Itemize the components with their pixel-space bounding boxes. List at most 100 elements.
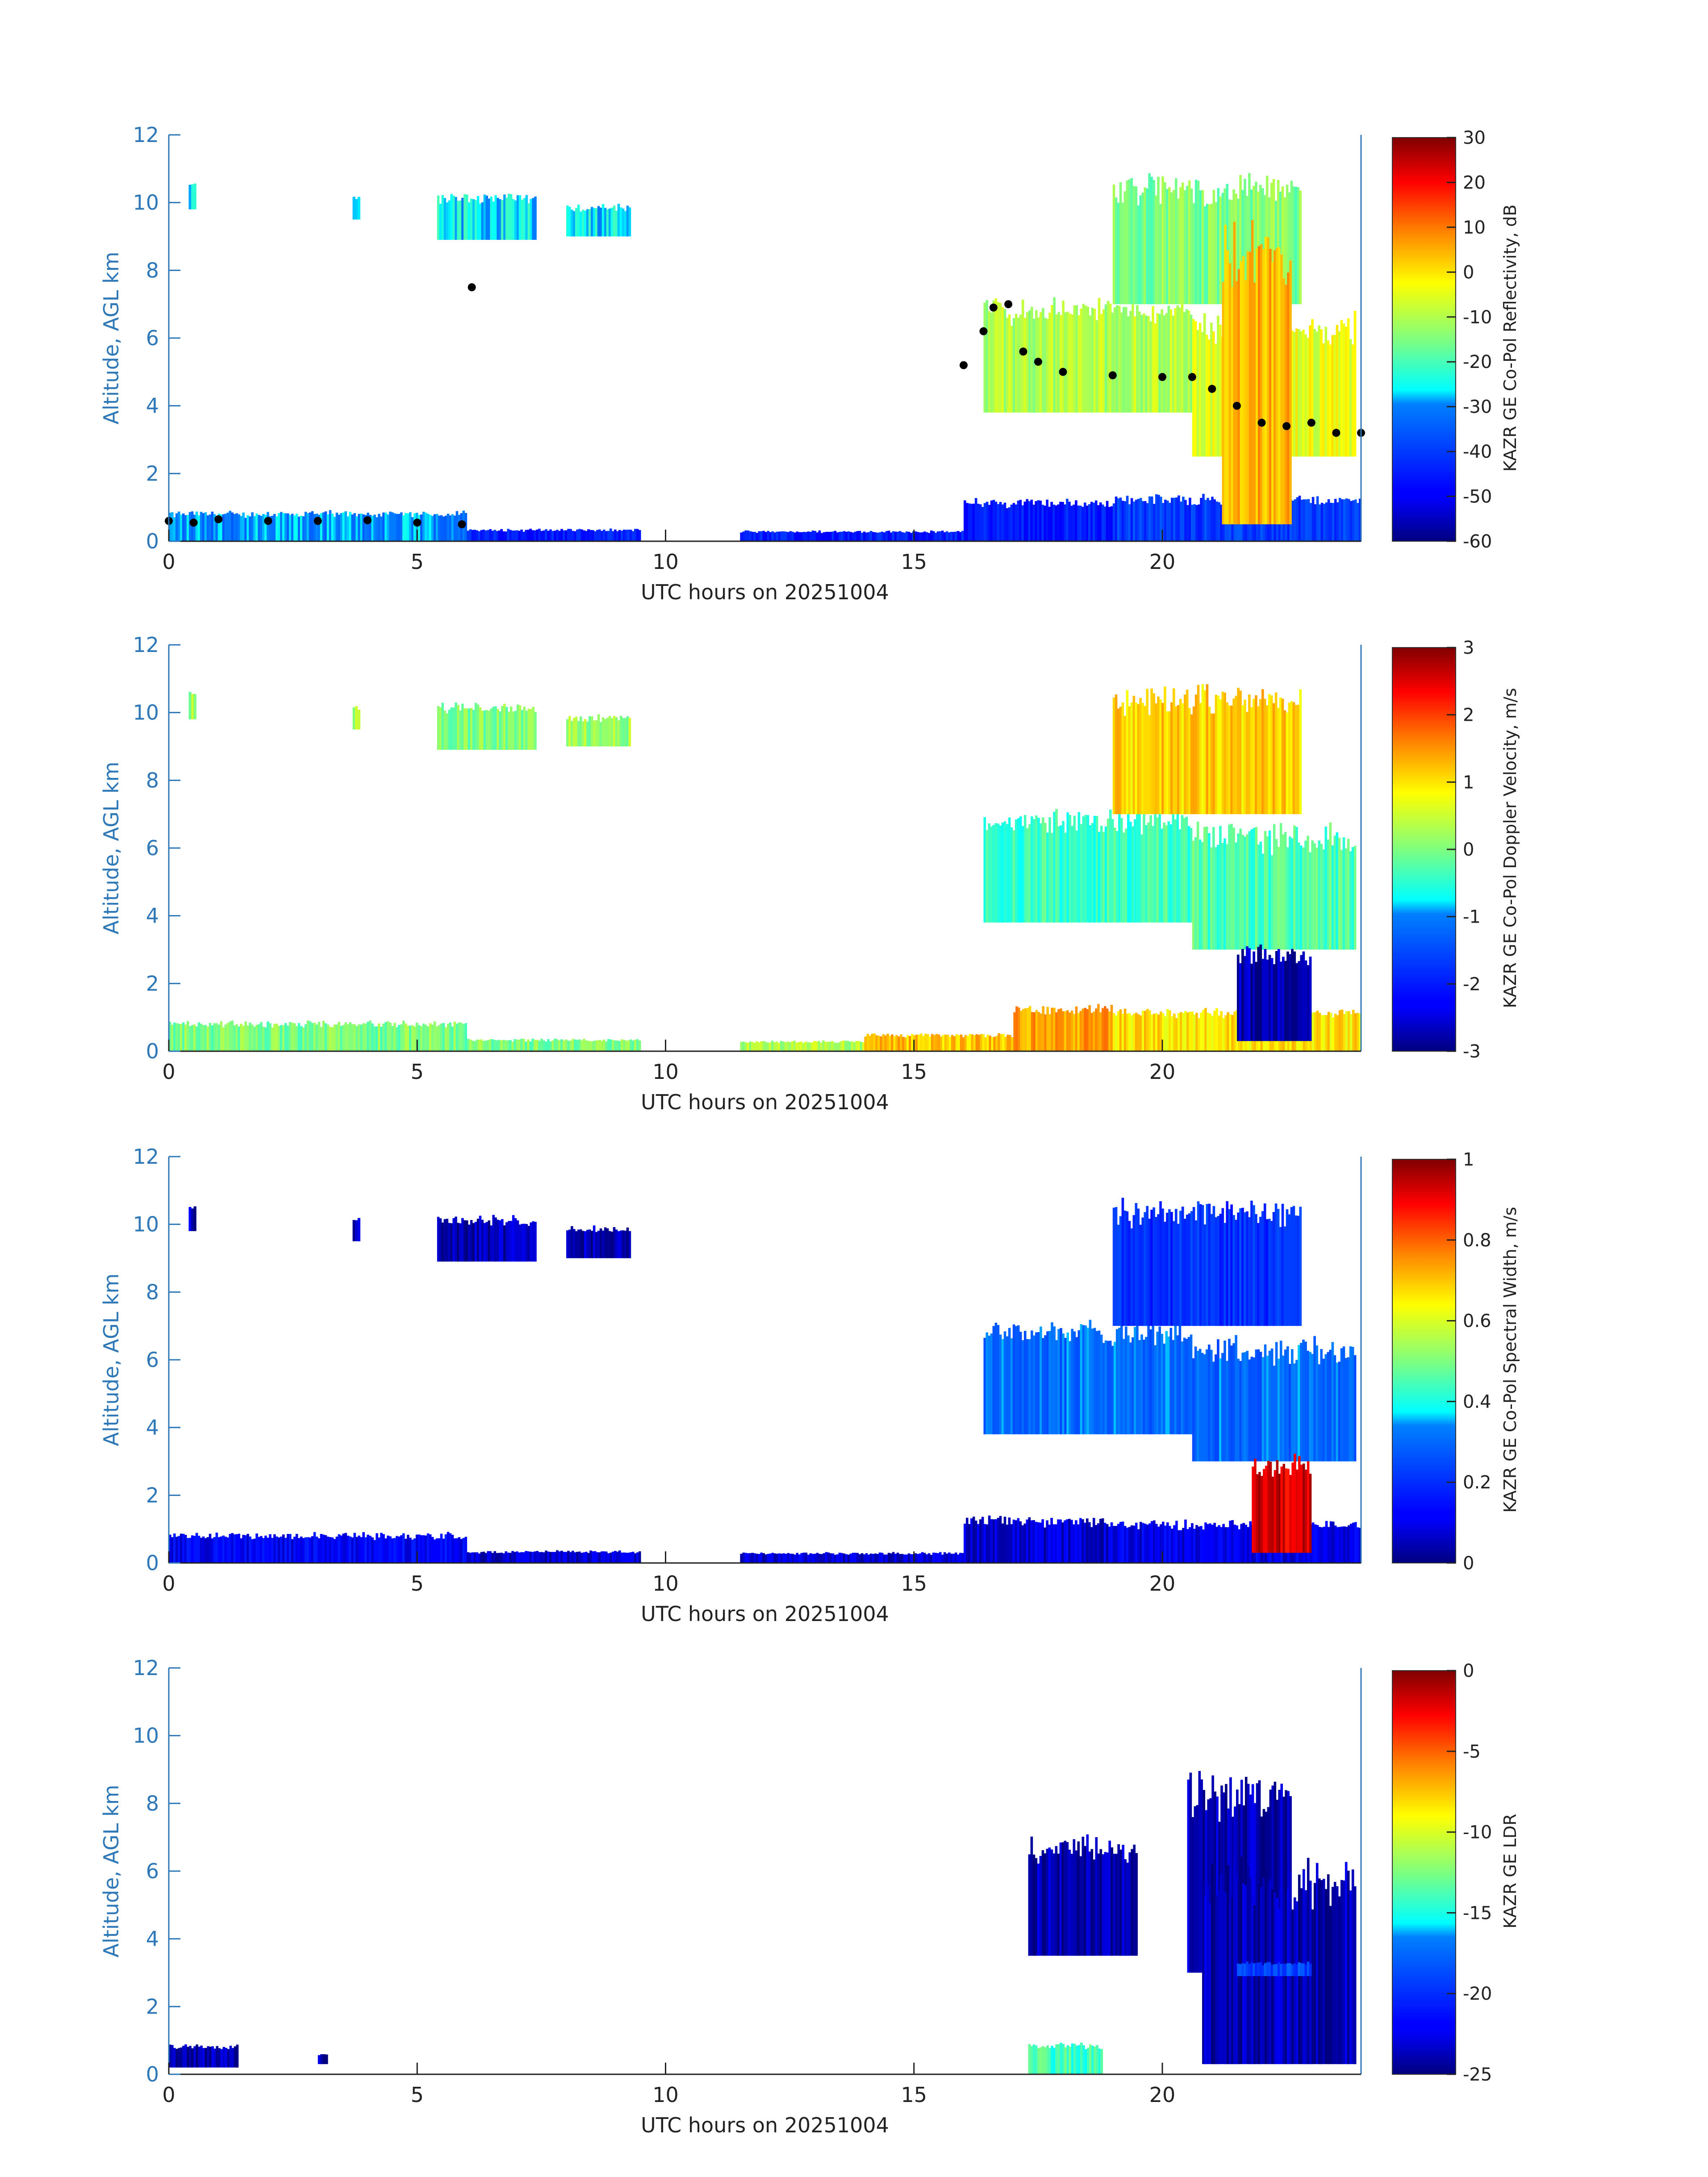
heatmap-cell <box>1108 507 1111 541</box>
heatmap-cell <box>1299 689 1302 815</box>
heatmap-cell <box>459 200 462 240</box>
heatmap-cell <box>494 195 497 240</box>
heatmap-cell <box>1341 1526 1344 1563</box>
heatmap-cell <box>884 1035 887 1051</box>
heatmap-cell <box>1267 237 1270 525</box>
heatmap-cell <box>440 1534 443 1563</box>
heatmap-cell <box>941 531 944 541</box>
heatmap-cell <box>567 529 570 541</box>
heatmap-cell <box>1186 186 1189 305</box>
heatmap-cell <box>342 1534 345 1563</box>
heatmap-cell <box>1266 836 1269 950</box>
heatmap-cell <box>831 1041 834 1051</box>
heatmap-cell <box>836 1554 839 1563</box>
heatmap-cell <box>585 1551 588 1563</box>
heatmap-cell <box>860 1553 864 1563</box>
heatmap-cell <box>367 1534 369 1563</box>
heatmap-cell <box>1182 1528 1185 1563</box>
heatmap-cell <box>964 500 966 541</box>
heatmap-cell <box>1304 840 1307 950</box>
heatmap-cell <box>1313 843 1316 950</box>
heatmap-cell <box>1204 1522 1207 1563</box>
heatmap-cell <box>1035 1858 1038 1956</box>
heatmap-cell <box>1137 499 1140 541</box>
heatmap-cell <box>1185 309 1188 413</box>
heatmap-cell <box>1000 1034 1002 1051</box>
heatmap-cell <box>571 1226 573 1258</box>
heatmap-cell <box>1340 1880 1343 2064</box>
y-axis-label: Altitude, AGL km <box>99 761 123 934</box>
heatmap-cell <box>1053 1007 1056 1051</box>
heatmap-cell <box>1286 951 1289 1041</box>
heatmap-cell <box>1309 957 1312 1041</box>
y-tick-label: 12 <box>133 1145 159 1169</box>
heatmap-cell <box>267 1021 269 1051</box>
heatmap-cell <box>1082 1008 1084 1051</box>
heatmap-cell <box>464 1023 468 1051</box>
heatmap-cell <box>502 531 505 541</box>
heatmap-cell <box>426 1533 430 1563</box>
overlay-point <box>264 517 272 525</box>
heatmap-cell <box>407 1534 409 1563</box>
heatmap-cell <box>1299 191 1302 305</box>
y-tick-label: 6 <box>146 1348 159 1372</box>
heatmap-cell <box>1246 712 1249 815</box>
heatmap-cell <box>320 1534 323 1563</box>
heatmap-cell <box>869 1036 872 1051</box>
heatmap-cell <box>422 1024 425 1051</box>
heatmap-cell <box>1172 1340 1175 1434</box>
heatmap-cell <box>1094 1525 1098 1563</box>
heatmap-cell <box>511 1041 514 1051</box>
heatmap-cell <box>1130 702 1133 815</box>
heatmap-cell <box>340 1026 343 1051</box>
heatmap-region <box>983 297 1193 413</box>
heatmap-cell <box>1289 1364 1291 1462</box>
heatmap-cell <box>818 1041 820 1051</box>
heatmap-cell <box>1327 1011 1330 1051</box>
heatmap-cell <box>289 514 292 541</box>
heatmap-cell <box>1188 180 1191 305</box>
heatmap-cell <box>986 1524 989 1563</box>
heatmap-cell <box>1147 316 1150 413</box>
heatmap-cell <box>1057 1009 1060 1051</box>
heatmap-cell <box>1119 1216 1122 1326</box>
heatmap-cell <box>437 195 440 240</box>
heatmap-cell <box>233 514 236 541</box>
heatmap-cell <box>1229 1904 1232 2064</box>
heatmap-cell <box>499 1220 501 1262</box>
heatmap-cell <box>618 1550 621 1563</box>
heatmap-cell <box>1311 1522 1315 1563</box>
heatmap-cell <box>573 718 576 747</box>
heatmap-cell <box>997 302 1000 413</box>
heatmap-cell <box>462 1024 465 1051</box>
heatmap-cell <box>1338 1362 1341 1462</box>
heatmap-cell <box>206 515 209 541</box>
heatmap-cell <box>1295 1964 1299 1976</box>
heatmap-cell <box>1215 202 1218 305</box>
colorbar-tick-label: -10 <box>1463 1822 1492 1843</box>
heatmap-cell <box>753 1043 756 1051</box>
heatmap-cell <box>566 1230 569 1258</box>
heatmap-cell <box>849 1553 852 1563</box>
heatmap-cell <box>901 1554 904 1563</box>
heatmap-cell <box>829 1042 831 1051</box>
heatmap-cell <box>629 1039 632 1051</box>
heatmap-cell <box>474 200 477 240</box>
heatmap-cell <box>525 710 528 750</box>
heatmap-cell <box>627 1040 630 1051</box>
colorbar-tick-label: 0.6 <box>1463 1311 1491 1332</box>
heatmap-cell <box>1327 1352 1330 1462</box>
heatmap-cell <box>191 2048 194 2068</box>
heatmap-cell <box>1289 836 1291 950</box>
heatmap-cell <box>551 1040 554 1051</box>
heatmap-cell <box>522 1039 525 1051</box>
heatmap-cell <box>431 1537 434 1563</box>
heatmap-cell <box>1202 1881 1205 2064</box>
heatmap-layer <box>169 684 1361 1051</box>
heatmap-cell <box>1201 842 1204 950</box>
heatmap-cell <box>1353 1886 1357 2064</box>
heatmap-cell <box>1082 506 1084 541</box>
heatmap-cell <box>1347 499 1350 541</box>
